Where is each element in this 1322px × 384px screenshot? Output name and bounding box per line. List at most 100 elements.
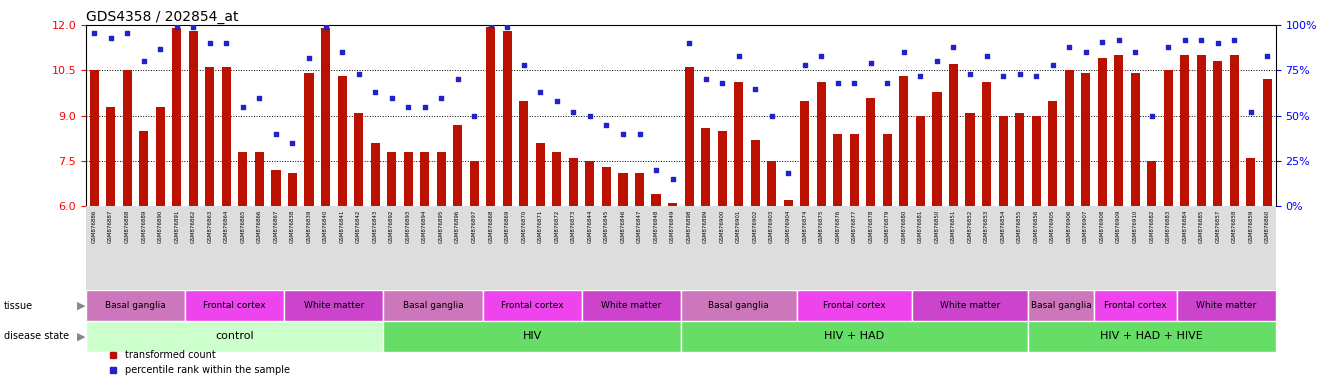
Point xyxy=(480,22,501,28)
Point xyxy=(843,80,865,86)
Bar xyxy=(681,321,1027,352)
Bar xyxy=(883,134,892,206)
Text: GSM876891: GSM876891 xyxy=(175,210,180,243)
Text: GSM876901: GSM876901 xyxy=(736,210,742,243)
Point xyxy=(1158,44,1179,50)
Point xyxy=(662,176,683,182)
Text: GSM876853: GSM876853 xyxy=(984,210,989,243)
Point xyxy=(134,58,155,65)
Bar xyxy=(469,161,479,206)
Bar xyxy=(403,152,412,206)
Bar xyxy=(139,131,148,206)
Bar xyxy=(668,203,677,206)
Bar xyxy=(520,101,529,206)
Text: GSM876896: GSM876896 xyxy=(455,210,460,243)
Point xyxy=(810,53,832,59)
Point xyxy=(976,53,997,59)
Text: GSM876875: GSM876875 xyxy=(818,210,824,243)
Bar xyxy=(800,101,809,206)
Point xyxy=(761,113,783,119)
Bar xyxy=(90,71,99,206)
Text: GSM876895: GSM876895 xyxy=(439,210,444,243)
Text: GSM876841: GSM876841 xyxy=(340,210,345,243)
Text: GSM876869: GSM876869 xyxy=(505,210,510,243)
Point xyxy=(100,35,122,41)
Bar xyxy=(1093,290,1177,321)
Bar xyxy=(899,76,908,206)
Point xyxy=(1191,37,1212,43)
Bar xyxy=(156,107,165,206)
Bar xyxy=(1247,158,1256,206)
Point xyxy=(1092,38,1113,45)
Point xyxy=(828,80,849,86)
Point xyxy=(728,53,750,59)
Bar xyxy=(1181,55,1190,206)
Text: GSM876883: GSM876883 xyxy=(1166,210,1171,243)
Text: GSM876838: GSM876838 xyxy=(290,210,295,243)
Bar xyxy=(734,83,743,206)
Bar xyxy=(1031,116,1040,206)
Bar xyxy=(222,68,231,206)
Text: Frontal cortex: Frontal cortex xyxy=(501,301,563,310)
Bar xyxy=(553,152,562,206)
Bar xyxy=(1027,290,1093,321)
Text: GSM876845: GSM876845 xyxy=(604,210,609,243)
Bar xyxy=(238,152,247,206)
Text: GSM876886: GSM876886 xyxy=(91,210,97,243)
Point xyxy=(167,24,188,30)
Text: HIV + HAD + HIVE: HIV + HAD + HIVE xyxy=(1100,331,1203,341)
Point xyxy=(149,46,171,52)
Bar xyxy=(652,194,661,206)
Text: White matter: White matter xyxy=(304,301,364,310)
Point xyxy=(513,62,534,68)
Text: White matter: White matter xyxy=(602,301,661,310)
Bar xyxy=(817,83,826,206)
Bar xyxy=(1147,161,1157,206)
Text: GSM876910: GSM876910 xyxy=(1133,210,1138,243)
Text: GSM876877: GSM876877 xyxy=(851,210,857,243)
Text: GSM876884: GSM876884 xyxy=(1182,210,1187,243)
Text: GSM876873: GSM876873 xyxy=(571,210,576,243)
Bar xyxy=(271,170,280,206)
Bar xyxy=(1229,55,1239,206)
Text: GSM876893: GSM876893 xyxy=(406,210,411,243)
Bar xyxy=(86,321,383,352)
Bar xyxy=(383,321,681,352)
Bar xyxy=(354,113,364,206)
Point xyxy=(1075,50,1096,56)
Point xyxy=(1224,37,1245,43)
Text: Basal ganglia: Basal ganglia xyxy=(403,301,463,310)
Text: GSM876867: GSM876867 xyxy=(274,210,279,243)
Point xyxy=(1207,40,1228,46)
Bar xyxy=(751,140,760,206)
Point xyxy=(563,109,584,115)
Bar xyxy=(1214,61,1223,206)
Text: GSM876904: GSM876904 xyxy=(785,210,791,243)
Point xyxy=(1257,53,1278,59)
Point xyxy=(282,140,303,146)
Point xyxy=(876,80,898,86)
Bar xyxy=(784,200,793,206)
Bar xyxy=(453,125,463,206)
Bar xyxy=(483,290,582,321)
Text: GSM876843: GSM876843 xyxy=(373,210,378,243)
Text: GSM876909: GSM876909 xyxy=(1116,210,1121,243)
Text: ▶: ▶ xyxy=(77,331,85,341)
Text: GSM876905: GSM876905 xyxy=(1050,210,1055,243)
Text: GDS4358 / 202854_at: GDS4358 / 202854_at xyxy=(86,10,238,24)
Point xyxy=(1240,109,1261,115)
Bar xyxy=(586,161,595,206)
Point xyxy=(777,170,798,176)
Text: Frontal cortex: Frontal cortex xyxy=(204,301,266,310)
Text: GSM876844: GSM876844 xyxy=(587,210,592,243)
Bar xyxy=(833,134,842,206)
Text: HIV: HIV xyxy=(522,331,542,341)
Bar xyxy=(185,290,284,321)
Text: GSM876900: GSM876900 xyxy=(719,210,724,243)
Text: GSM876849: GSM876849 xyxy=(670,210,676,243)
Text: GSM876860: GSM876860 xyxy=(1265,210,1270,243)
Text: White matter: White matter xyxy=(1196,301,1256,310)
Bar xyxy=(387,152,397,206)
Point xyxy=(960,71,981,77)
Text: disease state: disease state xyxy=(4,331,69,341)
